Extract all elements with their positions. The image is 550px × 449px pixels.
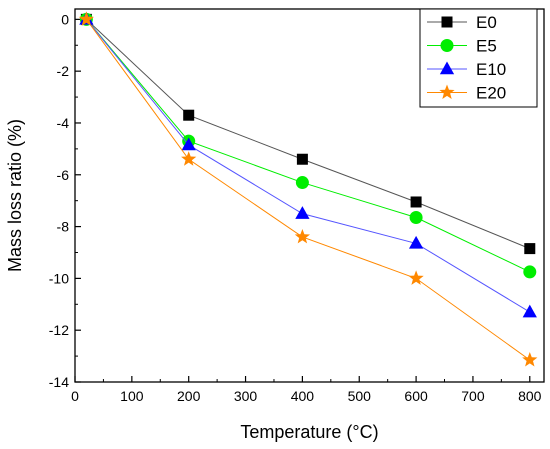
data-point-circle xyxy=(409,211,423,225)
y-tick-label: -8 xyxy=(57,219,70,235)
x-tick-label: 400 xyxy=(291,388,315,404)
x-tick-label: 200 xyxy=(177,388,201,404)
data-point-square xyxy=(441,16,453,28)
data-point-circle xyxy=(440,39,454,52)
plot-frame xyxy=(74,8,545,383)
data-point-square xyxy=(524,243,536,255)
legend-item-e10: E10 xyxy=(427,60,506,79)
legend-label: E5 xyxy=(476,37,497,56)
legend-label: E20 xyxy=(476,84,506,103)
data-point-square xyxy=(296,153,308,165)
series-e20 xyxy=(78,11,538,367)
y-tick-label: -10 xyxy=(49,270,69,286)
legend-item-e0: E0 xyxy=(427,13,497,32)
data-point-square xyxy=(410,196,422,208)
data-point-circle xyxy=(523,265,537,279)
data-point-star xyxy=(522,351,538,367)
x-tick-label: 800 xyxy=(518,388,542,404)
legend-label: E10 xyxy=(476,60,506,79)
data-point-star xyxy=(408,270,424,285)
y-axis-title: Mass loss ratio (%) xyxy=(5,119,25,272)
legend-box xyxy=(419,8,538,108)
data-point-triangle xyxy=(181,137,196,151)
data-point-triangle xyxy=(295,206,310,219)
data-point-star xyxy=(78,11,94,26)
x-tick-label: 600 xyxy=(404,388,428,404)
y-tick-label: -14 xyxy=(49,374,69,390)
x-tick-label: 700 xyxy=(461,388,485,404)
y-tick-label: -6 xyxy=(57,167,70,183)
series-layer xyxy=(78,11,538,367)
legend-item-e5: E5 xyxy=(427,37,497,56)
legend-item-e20: E20 xyxy=(427,84,506,103)
data-point-square xyxy=(183,109,195,121)
x-tick-label: 500 xyxy=(348,388,372,404)
x-tick-label: 100 xyxy=(120,388,144,404)
data-point-triangle xyxy=(408,235,424,249)
x-tick-label: 300 xyxy=(234,388,258,404)
data-point-star xyxy=(294,228,310,244)
data-point-circle xyxy=(295,176,309,190)
y-tick-label: -4 xyxy=(57,115,70,131)
data-point-triangle xyxy=(522,304,537,318)
axes: 0 100 200 300 400 500 600 700 800 0 -2 -4 -6 -8 -10 -12… xyxy=(49,11,542,404)
y-tick-label: 0 xyxy=(61,11,69,27)
x-tick-label: 0 xyxy=(71,388,79,404)
data-point-star xyxy=(439,84,455,99)
legend-label: E0 xyxy=(476,13,497,32)
data-point-triangle xyxy=(439,61,455,75)
x-axis-title: Temperature (°C) xyxy=(240,422,378,442)
y-tick-label: -2 xyxy=(57,63,70,79)
legend: E0 E5 E10 E20 xyxy=(419,8,538,108)
y-tick-label: -12 xyxy=(49,322,69,338)
data-point-star xyxy=(181,151,197,166)
